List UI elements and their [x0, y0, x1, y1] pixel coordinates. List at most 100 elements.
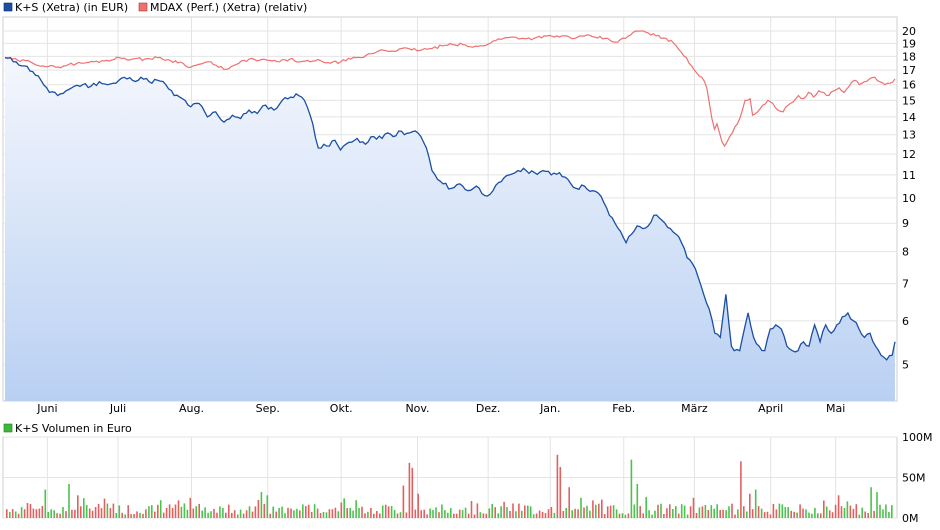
price-y-tick-label: 6 [902, 315, 909, 328]
volume-bar [811, 513, 813, 518]
volume-bar [257, 500, 260, 518]
volume-bar [189, 497, 192, 519]
volume-bar [322, 512, 325, 518]
price-y-tick-label: 5 [902, 359, 909, 372]
volume-bar [71, 509, 73, 518]
volume-bar [455, 513, 458, 518]
volume-bar [518, 503, 520, 518]
volume-bar [648, 510, 650, 518]
volume-bar [32, 508, 35, 518]
volume-bar [367, 511, 369, 518]
volume-bar [805, 509, 807, 518]
volume-bar [266, 495, 269, 518]
volume-bar [171, 508, 174, 518]
volume-bar [500, 506, 502, 518]
volume-bar [470, 501, 473, 518]
volume-bar [115, 513, 118, 518]
x-tick-label: Aug. [179, 402, 204, 415]
volume-bar [207, 512, 209, 518]
volume-bar [168, 504, 171, 518]
volume-bar [248, 506, 251, 518]
volume-bar [677, 513, 680, 518]
volume-bar [867, 513, 869, 518]
volume-bar [139, 512, 141, 518]
volume-bar [260, 492, 263, 518]
volume-bar [390, 505, 393, 518]
volume-bar [675, 506, 677, 518]
volume-bar [343, 498, 345, 518]
volume-bar [239, 509, 242, 518]
volume-bar [441, 504, 443, 518]
volume-bar [692, 497, 695, 519]
volume-bar [725, 510, 727, 518]
volume-bar [550, 507, 553, 518]
volume-bar [515, 511, 517, 518]
x-tick-label: März [681, 402, 708, 415]
volume-bar [222, 508, 224, 518]
volume-bar [272, 506, 274, 518]
volume-bar [719, 510, 721, 518]
volume-bar [204, 507, 206, 518]
volume-bar [447, 512, 449, 518]
volume-bar [846, 501, 849, 518]
volume-bar [426, 514, 428, 518]
volume-bar [381, 505, 384, 518]
volume-bar [852, 508, 855, 518]
volume-bar [109, 508, 112, 518]
volume-bar [885, 504, 887, 518]
volume-bar [340, 502, 343, 518]
volume-bar [393, 509, 396, 518]
volume-bar [891, 505, 893, 518]
volume-bar [254, 506, 257, 518]
volume-bar [269, 513, 271, 518]
volume-bar [11, 509, 14, 518]
volume-bar [580, 497, 582, 519]
price-y-tick-label: 9 [902, 217, 909, 230]
volume-bar [698, 507, 701, 518]
volume-bar [6, 509, 8, 518]
volume-bar [313, 504, 316, 518]
volume-bar [512, 503, 514, 518]
volume-bar [796, 512, 798, 518]
volume-bar [778, 503, 781, 518]
volume-bar [790, 510, 792, 518]
volume-bar [83, 498, 85, 518]
volume-bar [562, 511, 565, 518]
volume-bar [225, 512, 227, 518]
volume-bar [346, 508, 348, 518]
volume-bar [680, 504, 683, 518]
volume-bar [485, 513, 488, 518]
volume-bar [799, 504, 801, 518]
volume-bar [574, 508, 576, 518]
x-tick-label: Dez. [476, 402, 501, 415]
volume-bar [192, 508, 195, 518]
volume-bar [728, 506, 730, 518]
volume-bar [432, 509, 434, 518]
volume-bar [68, 484, 70, 518]
volume-bar [162, 512, 165, 518]
volume-bar [180, 506, 183, 518]
volume-bar [305, 506, 307, 518]
volume-bar [746, 511, 748, 518]
volume-bar [405, 512, 408, 518]
volume-bar [879, 504, 881, 518]
volume-bar [287, 507, 289, 518]
volume-bar [352, 510, 354, 518]
volume-bar [766, 511, 769, 518]
volume-bar [157, 504, 159, 518]
volume-bar [873, 510, 875, 518]
volume-bar [142, 513, 144, 518]
volume-bar [438, 512, 440, 518]
volume-bar [642, 513, 644, 518]
volume-bar [787, 507, 789, 518]
price-y-tick-label: 11 [902, 169, 916, 182]
volume-bar [532, 514, 535, 518]
x-tick-label: Juni [36, 402, 57, 415]
volume-bar [331, 509, 334, 518]
volume-bar [660, 503, 662, 518]
volume-bar [316, 508, 319, 518]
volume-bar [80, 506, 82, 518]
volume-bar [855, 504, 858, 518]
volume-bar [754, 489, 757, 518]
volume-bar [870, 487, 872, 518]
